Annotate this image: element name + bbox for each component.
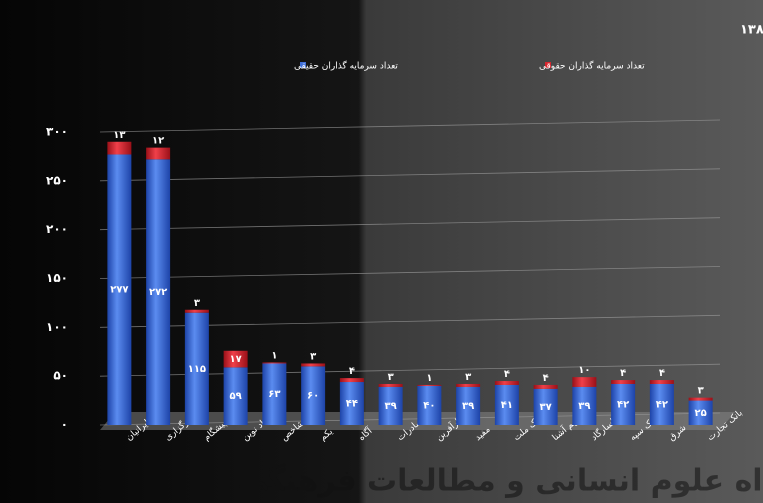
bar-segment (262, 362, 287, 364)
bar-segment (611, 383, 636, 425)
bar-segment (146, 147, 171, 160)
bar-segment (107, 154, 132, 426)
value-label: ۳۹ (578, 401, 590, 412)
legend-swatch (545, 62, 551, 68)
value-label: ۴ (349, 366, 355, 377)
bar-segment (494, 381, 519, 385)
value-label: ۳ (194, 298, 200, 309)
bar-segment (301, 363, 326, 367)
bar-segment (184, 312, 209, 425)
grid-line (99, 168, 721, 182)
value-label: ۱ (426, 373, 432, 384)
bar-segment (184, 309, 209, 313)
bar-segment (494, 384, 519, 425)
bar-segment (107, 141, 132, 155)
value-label: ۴ (659, 368, 665, 379)
value-label: ۱ (271, 350, 277, 361)
bar-segment (456, 386, 481, 425)
value-label: ۱۳ (113, 130, 125, 141)
value-label: ۳۹ (385, 401, 397, 412)
bar-segment (223, 367, 248, 425)
value-label: ۲۷۲ (149, 287, 167, 298)
value-label: ۴۲ (617, 399, 629, 410)
y-tick-label: ۲۵۰ (46, 173, 68, 187)
value-label: ۴۴ (346, 399, 358, 410)
legend-label: تعداد سرمایه گذاران حقوقی (539, 60, 645, 72)
bar-segment (611, 380, 636, 384)
bar-segment (456, 383, 481, 387)
value-label: ۴۱ (501, 400, 513, 411)
chart-title: نمودار شماره ۱ - تعداد و ترکیب سرمایه گذ… (740, 22, 763, 38)
bar-segment (649, 380, 674, 384)
bar-segment (262, 363, 287, 425)
bar-segment (417, 385, 442, 425)
bar-segment (223, 350, 248, 368)
value-label: ۲۷۷ (110, 285, 128, 296)
value-label: ۴ (543, 373, 549, 384)
value-label: ۴ (504, 369, 510, 380)
bar-segment (146, 159, 171, 425)
y-tick-label: ۳۰۰ (46, 125, 68, 139)
y-tick-label: ۱۵۰ (46, 271, 68, 285)
value-label: ۴ (620, 368, 626, 379)
legend-label: تعداد سرمایه گذاران حقیقی (294, 60, 398, 72)
bar-segment (378, 383, 403, 387)
bar-segment (417, 384, 442, 386)
watermark: اه علوم انسانی و مطالعات فرهنگی (237, 463, 762, 499)
value-label: ۳۷ (540, 402, 552, 413)
value-label: ۱۰ (578, 365, 590, 376)
y-tick-label: ۵۰ (53, 369, 68, 383)
value-label: ۳ (698, 386, 704, 397)
grid-line (99, 266, 721, 279)
bar-segment (572, 377, 597, 387)
y-tick-label: ۱۰۰ (46, 320, 68, 334)
value-label: ۴۲ (656, 399, 668, 410)
bar-segment (301, 366, 326, 425)
value-label: ۶۰ (307, 391, 319, 402)
y-tick-label: ۰ (61, 418, 68, 432)
value-label: ۴۰ (423, 400, 435, 411)
bar-segment (533, 384, 558, 389)
value-label: ۳ (310, 351, 316, 362)
value-label: ۱۲ (152, 136, 164, 147)
bar-segment (339, 378, 364, 383)
bar-segment (572, 386, 597, 425)
value-label: ۳ (465, 372, 471, 383)
bar-segment (378, 386, 403, 425)
legend-swatch (300, 62, 306, 68)
value-label: ۵۹ (230, 391, 242, 402)
value-label: ۳ (388, 372, 394, 383)
bar-segment (688, 400, 713, 425)
bar-segment (533, 388, 558, 425)
bar-segment (649, 383, 674, 425)
bar-segment (688, 397, 713, 401)
grid-line (99, 217, 721, 231)
value-label: ۲۵ (695, 408, 707, 419)
bar-segment (339, 382, 364, 425)
value-label: ۱۷ (230, 354, 242, 365)
grid-line (99, 119, 721, 133)
y-tick-label: ۲۰۰ (46, 222, 68, 236)
value-label: ۱۱۵ (188, 364, 206, 375)
value-label: ۶۳ (268, 389, 280, 400)
value-label: ۳۹ (462, 401, 474, 412)
